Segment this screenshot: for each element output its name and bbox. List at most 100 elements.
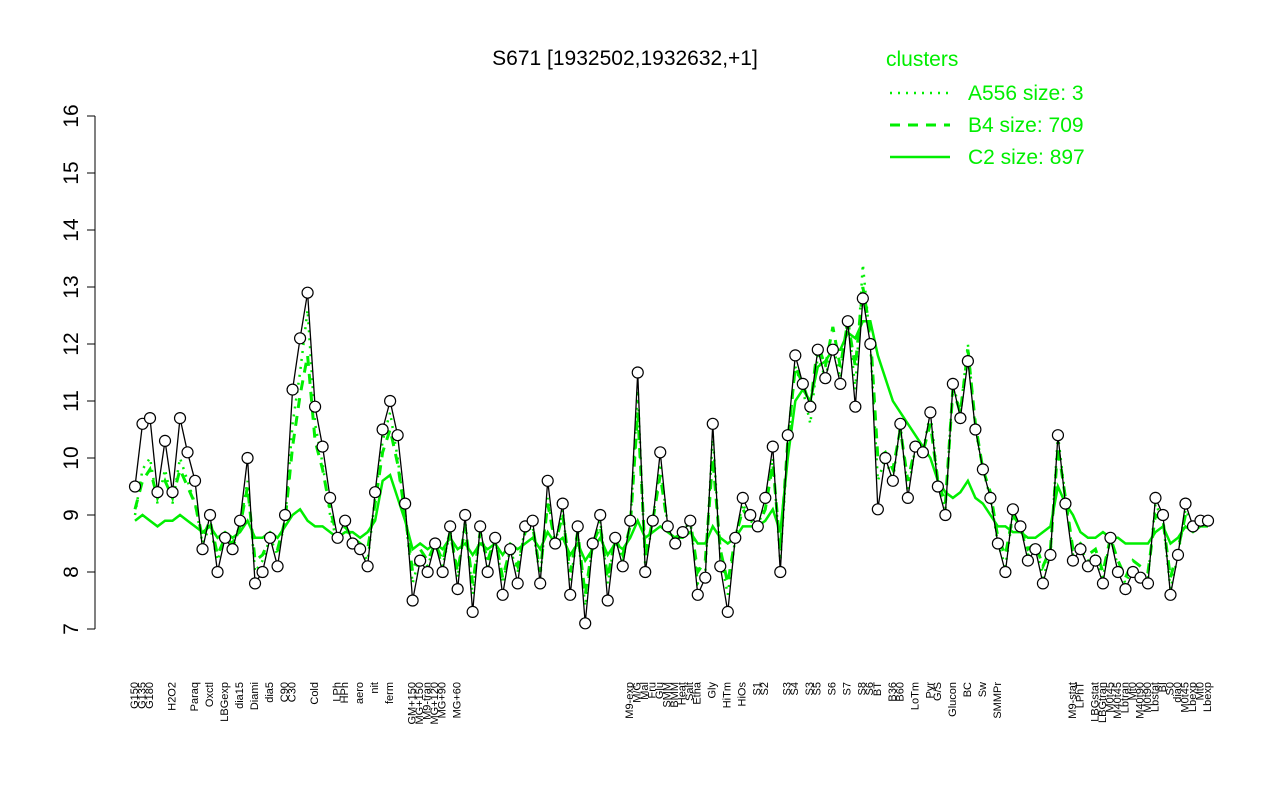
data-point — [496, 588, 509, 601]
x-tick-label: Glucon — [947, 682, 959, 717]
data-point — [323, 491, 337, 504]
x-tick-label: LoTm — [909, 682, 921, 710]
data-point — [361, 560, 374, 573]
data-point — [376, 423, 389, 436]
data-point — [684, 514, 697, 527]
data-point — [421, 565, 434, 579]
data-point — [594, 508, 607, 522]
data-point — [654, 446, 667, 459]
x-tick-label: S2 — [759, 682, 771, 695]
data-point — [819, 372, 832, 385]
data-point — [984, 491, 997, 504]
x-tick-label: dia0 — [1172, 682, 1184, 703]
data-point — [579, 617, 592, 630]
data-point — [586, 537, 599, 550]
x-tick-label: Pyr — [924, 682, 936, 699]
x-tick-label: GM+150 — [407, 682, 419, 725]
data-point — [278, 508, 292, 522]
data-point — [166, 486, 179, 499]
data-point — [856, 292, 869, 305]
x-tick-label: G180 — [144, 682, 156, 709]
x-tick-label: Lbexp — [1202, 682, 1214, 712]
data-point — [256, 565, 269, 579]
x-tick-label: M9-stat — [1067, 682, 1079, 719]
data-point — [211, 565, 224, 579]
data-point — [128, 480, 142, 493]
data-point — [541, 474, 554, 487]
x-tick-label: aero — [354, 682, 366, 704]
data-point — [331, 531, 344, 544]
x-tick-label: S0 — [1164, 682, 1176, 695]
data-point — [1164, 588, 1177, 601]
x-tick-label: H2O2 — [166, 682, 178, 711]
data-point — [271, 560, 284, 573]
x-tick-label: S1 — [752, 682, 764, 695]
x-tick-label: S6 — [827, 682, 839, 695]
x-tick-label: S4 — [789, 682, 801, 695]
data-point — [436, 565, 449, 579]
data-point — [549, 537, 562, 550]
data-point — [504, 543, 517, 556]
x-tick-label: dia5 — [264, 682, 276, 703]
y-tick-label: 13 — [60, 275, 83, 298]
x-tick-label: MG+90 — [437, 682, 449, 718]
data-point — [1051, 429, 1065, 442]
data-point — [226, 543, 239, 556]
data-point — [744, 508, 757, 522]
data-point — [901, 491, 914, 504]
data-point — [301, 286, 314, 299]
x-tick-label: Paraq — [189, 682, 201, 711]
y-tick-label: 12 — [60, 332, 83, 355]
data-point — [1141, 577, 1155, 590]
x-tick-label: HPh — [339, 682, 351, 703]
data-point — [203, 508, 217, 522]
x-tick-label: S3 — [782, 682, 794, 695]
x-tick-label: S8 — [857, 682, 869, 695]
x-tick-label: S3 — [804, 682, 816, 695]
x-tick-label: Glu — [654, 682, 666, 699]
x-tick-label: Lbstat — [1149, 682, 1161, 712]
x-tick-label: S6 — [864, 682, 876, 695]
data-point — [188, 474, 202, 487]
data-point — [609, 531, 622, 544]
x-tick-label: MG+120 — [429, 682, 441, 725]
y-tick-label: 14 — [60, 218, 83, 242]
x-tick-label: Mt0 — [1194, 682, 1206, 700]
data-point — [286, 383, 299, 396]
data-point — [781, 429, 794, 442]
data-point — [233, 514, 247, 527]
x-tick-label: G135 — [136, 682, 148, 709]
data-point — [804, 400, 817, 413]
x-tick-label: BMM — [669, 682, 681, 708]
x-tick-label: M40t90 — [1134, 682, 1146, 719]
data-point — [151, 486, 164, 499]
data-point — [1171, 548, 1185, 562]
data-point — [511, 577, 524, 590]
y-tick-label: 15 — [60, 161, 83, 184]
y-tick-label: 9 — [60, 509, 83, 521]
data-point — [616, 560, 629, 573]
data-point — [841, 315, 854, 328]
data-point — [474, 520, 487, 533]
data-point — [811, 343, 824, 356]
data-point — [871, 503, 884, 516]
y-tick-label: 7 — [60, 623, 83, 635]
x-tick-label: S7 — [842, 682, 854, 695]
data-point — [894, 417, 907, 430]
data-point — [466, 605, 479, 619]
data-point — [526, 514, 539, 527]
data-point — [1119, 582, 1132, 596]
x-tick-label: HiOs — [737, 682, 749, 707]
x-tick-label: Oxctl — [204, 682, 216, 707]
x-tick-label: M40t45 — [1112, 682, 1124, 719]
x-tick-label: Mt0 — [1127, 682, 1139, 700]
data-point — [631, 366, 644, 379]
x-tick-label: ferm — [384, 682, 396, 704]
data-point — [451, 582, 464, 596]
x-tick-label: SMMPr — [992, 682, 1004, 719]
legend-title: clusters — [886, 48, 958, 71]
data-point — [924, 406, 937, 419]
data-point — [534, 577, 547, 590]
data-point — [961, 355, 974, 368]
x-tick-label: B36 — [887, 682, 899, 702]
